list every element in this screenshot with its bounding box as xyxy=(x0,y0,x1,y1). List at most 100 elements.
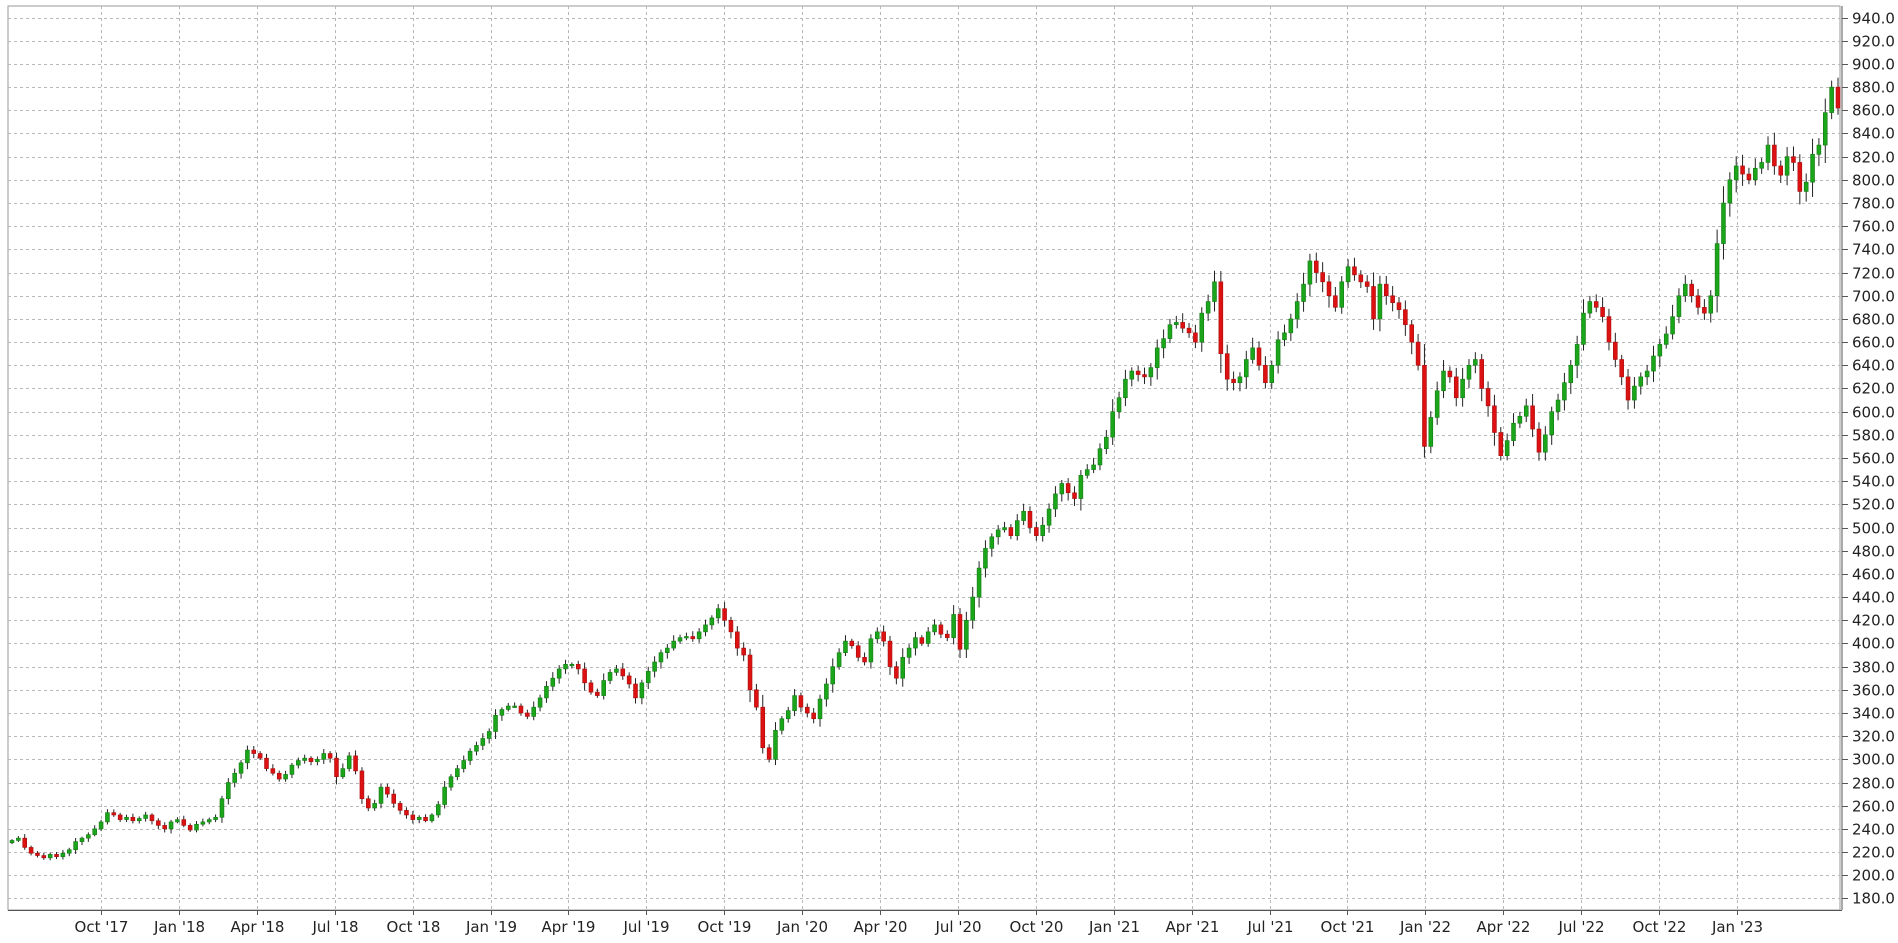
candle-down xyxy=(1224,353,1230,380)
candle-up xyxy=(175,819,180,823)
candle-down xyxy=(1772,144,1777,167)
y-tick-label: 840.0 xyxy=(1852,125,1895,143)
candle-down xyxy=(518,705,524,714)
candle-down xyxy=(1778,165,1784,176)
candle-up xyxy=(105,812,110,823)
candle-up xyxy=(79,837,85,842)
candle-down xyxy=(588,682,594,693)
candle-down xyxy=(1695,295,1701,308)
candle-up xyxy=(467,750,473,761)
candle-down xyxy=(855,645,861,658)
candle-down xyxy=(397,803,403,811)
candle-down xyxy=(1352,266,1357,276)
candle-down xyxy=(257,753,263,759)
candle-down xyxy=(690,636,696,640)
candle-up xyxy=(66,849,72,854)
candle-up xyxy=(614,668,619,673)
candle-down xyxy=(1600,307,1605,317)
candle-up xyxy=(1244,359,1249,378)
candle-down xyxy=(1135,370,1141,375)
y-tick-label: 300.0 xyxy=(1852,751,1895,769)
y-tick-label: 240.0 xyxy=(1852,821,1895,839)
y-tick-label: 220.0 xyxy=(1852,844,1895,862)
candle-up xyxy=(194,823,199,831)
candle-up xyxy=(1651,355,1656,372)
candle-down xyxy=(1422,364,1427,447)
y-tick-label: 280.0 xyxy=(1852,775,1895,793)
candle-down xyxy=(798,695,804,708)
candle-up xyxy=(1523,405,1529,417)
candle-up xyxy=(1084,469,1090,476)
candle-up xyxy=(875,631,880,640)
x-tick-label: Apr '19 xyxy=(542,918,596,936)
candle-up xyxy=(245,749,250,764)
candle-up xyxy=(461,760,467,769)
candle-up xyxy=(1466,364,1472,380)
y-tick-label: 820.0 xyxy=(1852,149,1895,167)
candle-up xyxy=(1644,370,1650,378)
candle-up xyxy=(773,730,778,760)
x-tick-label: Oct '21 xyxy=(1321,918,1375,936)
candle-up xyxy=(607,672,613,681)
candle-up xyxy=(213,816,218,820)
x-tick-label: Jan '21 xyxy=(1088,918,1140,936)
candle-up xyxy=(1562,382,1567,401)
candle-up xyxy=(1275,339,1281,366)
candle-up xyxy=(1154,347,1160,368)
candle-down xyxy=(1498,432,1504,456)
candle-up xyxy=(1294,301,1300,320)
candle-down xyxy=(1263,364,1268,383)
candle-up xyxy=(645,670,651,684)
candle-down xyxy=(1142,374,1147,378)
candle-up xyxy=(671,640,676,649)
candle-up xyxy=(315,759,320,762)
candle-up xyxy=(60,852,66,857)
candle-down xyxy=(251,749,257,754)
candle-down xyxy=(728,619,734,633)
candle-up xyxy=(1434,390,1440,418)
candle-down xyxy=(41,855,47,859)
x-tick-label: Jul '20 xyxy=(934,918,981,936)
candle-down xyxy=(1447,370,1453,378)
y-tick-label: 880.0 xyxy=(1852,79,1895,97)
candle-down xyxy=(410,814,416,820)
candle-up xyxy=(1116,397,1122,412)
y-tick-label: 860.0 xyxy=(1852,102,1895,120)
x-tick-label: Jul '21 xyxy=(1246,918,1293,936)
candle-up xyxy=(124,816,129,820)
candle-up xyxy=(16,837,21,841)
candle-up xyxy=(658,652,664,663)
candle-down xyxy=(1453,376,1459,399)
candle-up xyxy=(1307,260,1313,285)
candle-up xyxy=(792,695,797,711)
candle-down xyxy=(28,847,34,854)
candle-up xyxy=(703,624,708,633)
candle-up xyxy=(499,709,505,716)
candle-down xyxy=(1835,86,1841,109)
candle-down xyxy=(327,753,333,759)
candle-down xyxy=(1625,376,1631,401)
candle-down xyxy=(754,689,759,708)
candle-down xyxy=(881,631,886,642)
candle-up xyxy=(232,772,237,783)
candle-down xyxy=(1740,165,1745,175)
candle-down xyxy=(1065,483,1071,494)
candle-up xyxy=(1288,318,1294,334)
candle-up xyxy=(1212,281,1217,302)
candle-up xyxy=(1784,156,1790,176)
candle-up xyxy=(474,745,479,752)
candle-up xyxy=(925,631,931,644)
candle-down xyxy=(1193,332,1198,343)
candle-up xyxy=(1632,385,1637,401)
candle-up xyxy=(1683,283,1688,297)
candle-up xyxy=(976,567,982,598)
candle-down xyxy=(722,608,727,621)
candle-down xyxy=(54,854,59,857)
candle-down xyxy=(766,747,772,760)
candle-up xyxy=(868,638,874,663)
candle-up xyxy=(951,614,956,638)
candle-up xyxy=(1568,364,1574,383)
candle-up xyxy=(429,814,435,822)
y-tick-label: 200.0 xyxy=(1852,867,1895,885)
